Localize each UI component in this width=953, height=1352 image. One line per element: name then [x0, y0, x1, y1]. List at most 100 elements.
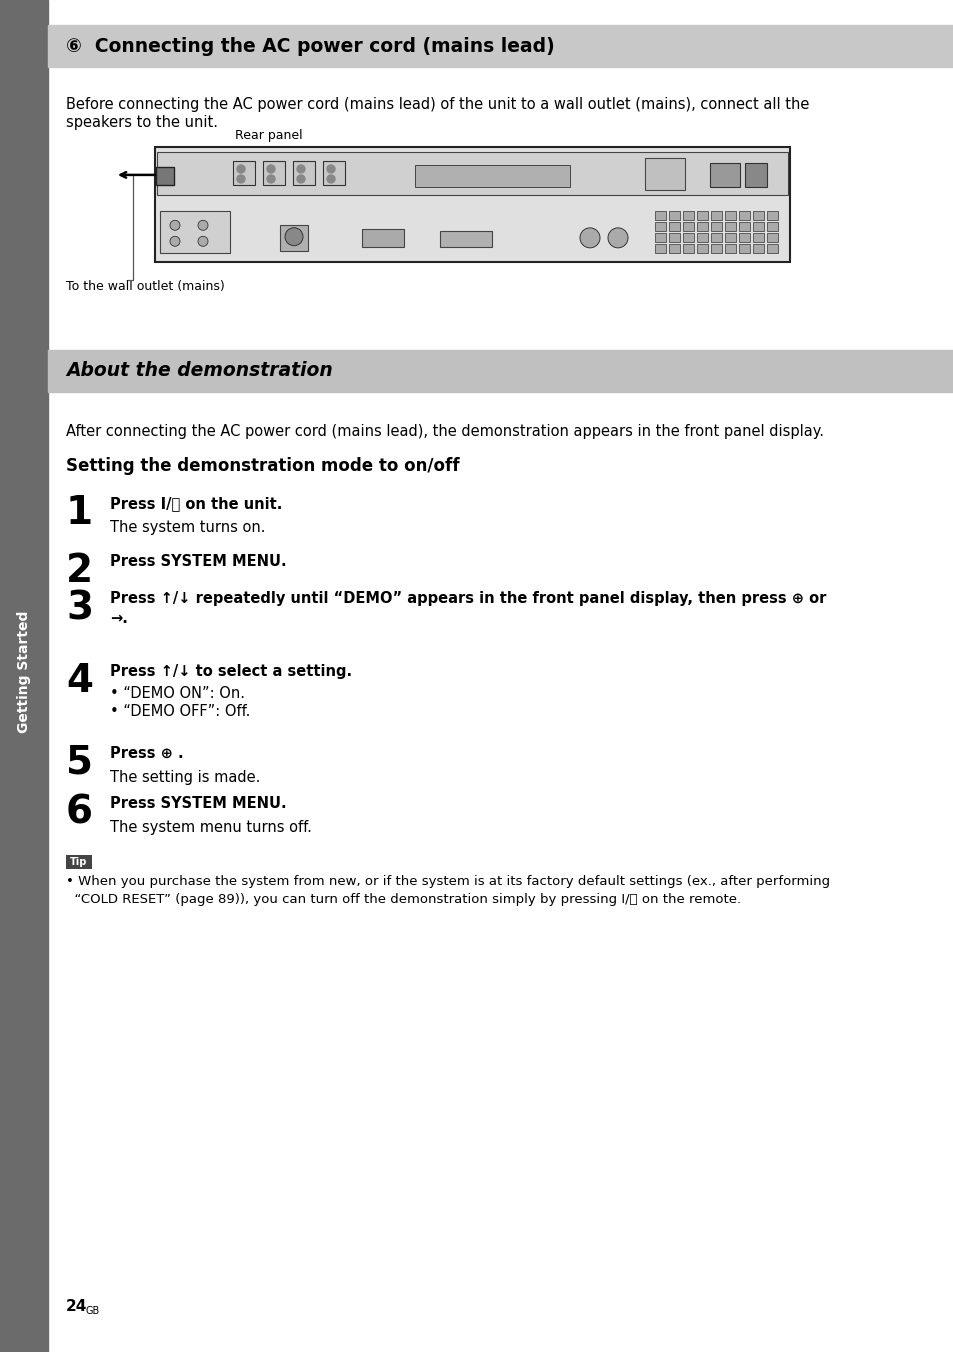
Bar — [682, 233, 693, 242]
Bar — [766, 211, 778, 220]
Bar — [682, 222, 693, 231]
Text: About the demonstration: About the demonstration — [66, 361, 333, 380]
Text: The system turns on.: The system turns on. — [110, 521, 265, 535]
Circle shape — [198, 220, 208, 230]
Bar — [668, 211, 679, 220]
Bar — [233, 161, 254, 185]
Text: 3: 3 — [66, 589, 93, 627]
Text: • “DEMO ON”: On.: • “DEMO ON”: On. — [110, 685, 245, 700]
Bar — [439, 231, 492, 247]
Bar — [154, 147, 789, 262]
Bar — [668, 233, 679, 242]
Bar — [263, 161, 285, 185]
Text: GB: GB — [86, 1306, 100, 1315]
Circle shape — [170, 237, 180, 246]
Bar — [724, 243, 735, 253]
Bar — [293, 161, 314, 185]
Text: Press ⊕ .: Press ⊕ . — [110, 746, 183, 761]
Bar — [415, 165, 569, 187]
Bar — [724, 211, 735, 220]
Bar — [697, 211, 707, 220]
Text: speakers to the unit.: speakers to the unit. — [66, 115, 218, 130]
Circle shape — [607, 228, 627, 247]
Bar — [766, 222, 778, 231]
Bar — [280, 224, 308, 250]
Circle shape — [236, 174, 245, 183]
Bar — [697, 243, 707, 253]
Bar — [739, 222, 749, 231]
Bar — [644, 158, 684, 189]
Bar — [752, 233, 763, 242]
Text: Press SYSTEM MENU.: Press SYSTEM MENU. — [110, 554, 286, 569]
Text: Rear panel: Rear panel — [234, 128, 302, 142]
Bar — [48, 24, 953, 68]
Bar — [739, 243, 749, 253]
Bar — [697, 222, 707, 231]
Bar — [66, 854, 91, 869]
Bar — [739, 233, 749, 242]
Circle shape — [236, 165, 245, 173]
Bar — [752, 222, 763, 231]
Bar — [655, 222, 665, 231]
Bar — [697, 233, 707, 242]
Text: →.: →. — [110, 611, 128, 626]
Bar — [160, 211, 230, 253]
Text: Setting the demonstration mode to on/off: Setting the demonstration mode to on/off — [66, 457, 459, 475]
Text: 5: 5 — [66, 744, 92, 781]
Bar — [655, 233, 665, 242]
Circle shape — [327, 174, 335, 183]
Circle shape — [267, 165, 274, 173]
Bar — [752, 211, 763, 220]
Bar — [710, 233, 721, 242]
Bar — [655, 243, 665, 253]
Bar — [668, 222, 679, 231]
Circle shape — [198, 237, 208, 246]
Circle shape — [267, 174, 274, 183]
Bar — [710, 222, 721, 231]
Text: • “DEMO OFF”: Off.: • “DEMO OFF”: Off. — [110, 704, 250, 719]
Text: Press ↑/↓ to select a setting.: Press ↑/↓ to select a setting. — [110, 664, 352, 679]
Circle shape — [296, 165, 305, 173]
Bar — [710, 211, 721, 220]
Text: The system menu turns off.: The system menu turns off. — [110, 821, 312, 836]
Bar — [710, 243, 721, 253]
Text: Getting Started: Getting Started — [17, 611, 30, 733]
Text: After connecting the AC power cord (mains lead), the demonstration appears in th: After connecting the AC power cord (main… — [66, 425, 823, 439]
Bar — [361, 228, 403, 247]
Bar — [0, 0, 48, 1352]
Circle shape — [170, 220, 180, 230]
Text: To the wall outlet (mains): To the wall outlet (mains) — [66, 280, 225, 293]
Bar — [724, 233, 735, 242]
Bar — [655, 211, 665, 220]
Text: 1: 1 — [66, 493, 93, 531]
Bar — [739, 211, 749, 220]
Text: 6: 6 — [66, 794, 92, 831]
Bar — [156, 166, 173, 185]
Bar — [766, 243, 778, 253]
Circle shape — [579, 228, 599, 247]
Bar — [668, 243, 679, 253]
Text: Press I/⏻ on the unit.: Press I/⏻ on the unit. — [110, 496, 282, 511]
Text: 2: 2 — [66, 552, 93, 589]
Bar — [323, 161, 345, 185]
Text: Before connecting the AC power cord (mains lead) of the unit to a wall outlet (m: Before connecting the AC power cord (mai… — [66, 97, 808, 112]
Bar — [157, 151, 787, 195]
Circle shape — [296, 174, 305, 183]
Bar — [682, 243, 693, 253]
Circle shape — [327, 165, 335, 173]
Text: Press SYSTEM MENU.: Press SYSTEM MENU. — [110, 796, 286, 811]
Bar — [744, 164, 766, 187]
Bar — [724, 222, 735, 231]
Text: “COLD RESET” (page 89)), you can turn off the demonstration simply by pressing I: “COLD RESET” (page 89)), you can turn of… — [66, 894, 740, 906]
Bar — [752, 243, 763, 253]
Bar — [709, 164, 740, 187]
Bar — [682, 211, 693, 220]
Text: Tip: Tip — [71, 857, 88, 867]
Text: The setting is made.: The setting is made. — [110, 771, 260, 786]
Bar — [48, 350, 953, 392]
Text: ⑥  Connecting the AC power cord (mains lead): ⑥ Connecting the AC power cord (mains le… — [66, 37, 554, 55]
Circle shape — [285, 227, 303, 246]
Bar — [766, 233, 778, 242]
Text: 24: 24 — [66, 1299, 88, 1314]
Text: 4: 4 — [66, 662, 92, 700]
